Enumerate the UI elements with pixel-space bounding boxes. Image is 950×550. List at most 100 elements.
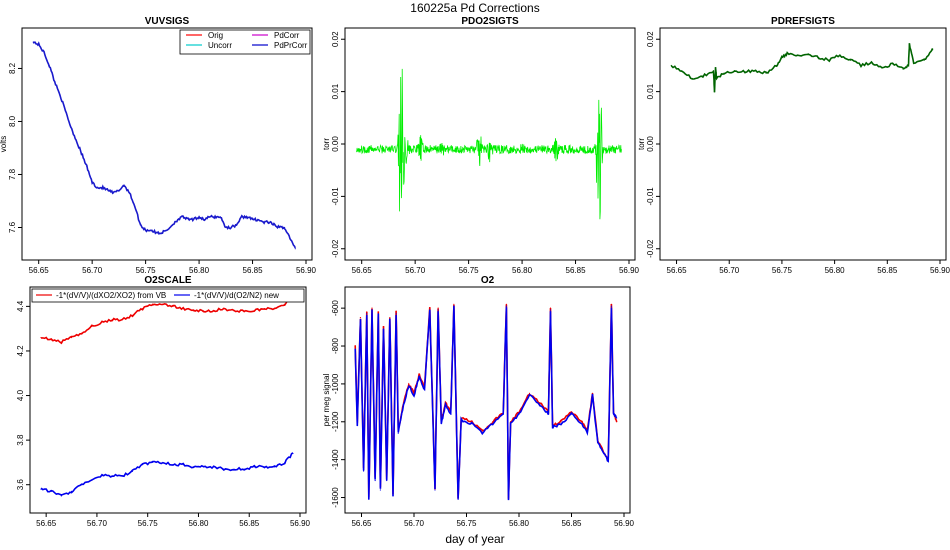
data-point bbox=[849, 59, 852, 61]
y-tick-label: 4.4 bbox=[16, 300, 25, 312]
data-point bbox=[616, 417, 618, 419]
data-point bbox=[602, 451, 604, 453]
data-point bbox=[123, 184, 125, 186]
data-point bbox=[284, 461, 286, 464]
y-tick-label: 0.01 bbox=[331, 83, 340, 99]
data-point bbox=[492, 423, 494, 425]
data-point bbox=[408, 385, 410, 387]
legend-label: -1*(dV/V)/d(O2/N2) new bbox=[194, 291, 279, 300]
data-point bbox=[560, 423, 562, 425]
y-tick-label: 0.00 bbox=[646, 136, 655, 152]
plot-area bbox=[354, 303, 618, 501]
data-point bbox=[552, 426, 554, 429]
data-point bbox=[214, 216, 216, 218]
data-point bbox=[371, 307, 373, 309]
data-point bbox=[437, 309, 439, 311]
data-point bbox=[839, 54, 841, 56]
data-point bbox=[161, 232, 163, 234]
data-point bbox=[177, 218, 179, 221]
data-point bbox=[223, 468, 225, 470]
y-tick-label: -1000 bbox=[331, 373, 340, 394]
data-point bbox=[187, 218, 189, 221]
data-point bbox=[86, 165, 88, 168]
series-line bbox=[670, 43, 934, 93]
legend-label: Orig bbox=[208, 31, 223, 40]
y-tick-label: -0.02 bbox=[646, 239, 655, 258]
data-point bbox=[233, 468, 235, 470]
y-tick-label: -1200 bbox=[331, 411, 340, 432]
data-point bbox=[40, 488, 42, 490]
data-point bbox=[81, 484, 83, 486]
data-point bbox=[202, 466, 205, 468]
legend-label: -1*(dV/V)/(dXO2/XO2) from VB bbox=[56, 291, 166, 300]
data-point bbox=[392, 495, 394, 497]
data-point bbox=[142, 464, 144, 466]
data-point bbox=[581, 423, 583, 425]
series-line bbox=[32, 41, 297, 249]
data-point bbox=[50, 339, 52, 341]
data-point bbox=[429, 307, 431, 309]
y-tick-label: 4.2 bbox=[16, 345, 25, 357]
data-point bbox=[128, 192, 131, 194]
data-point bbox=[155, 232, 157, 234]
data-point bbox=[230, 226, 232, 229]
data-point bbox=[262, 221, 264, 223]
data-point bbox=[32, 41, 34, 43]
data-point bbox=[139, 224, 141, 226]
plot-area bbox=[356, 68, 622, 220]
panel-o2scale: O2SCALE 56.65 56.70 56.75 56.80 56.85 56.90 3.6… bbox=[16, 275, 311, 528]
data-point bbox=[284, 226, 286, 229]
data-point bbox=[723, 72, 725, 74]
data-point bbox=[379, 489, 381, 491]
series-line bbox=[354, 305, 618, 501]
y-tick-label: -0.01 bbox=[646, 187, 655, 206]
x-tick-label: 56.70 bbox=[405, 266, 426, 275]
data-point bbox=[754, 70, 757, 72]
panel-vuvsigs: VUVSIGS 56.65 56.70 56.75 56.80 56.85 56.90 7.6… bbox=[0, 16, 317, 275]
y-tick-label: -1400 bbox=[331, 449, 340, 470]
data-point bbox=[366, 311, 368, 313]
data-point bbox=[202, 310, 205, 312]
data-point bbox=[243, 310, 245, 312]
data-point bbox=[902, 68, 904, 70]
data-point bbox=[294, 248, 296, 250]
data-point bbox=[192, 466, 194, 468]
data-point bbox=[591, 392, 594, 394]
panel-title: PDO2SIGTS bbox=[461, 16, 519, 27]
data-point bbox=[359, 317, 362, 319]
data-point bbox=[714, 67, 717, 69]
y-axis-label: torr bbox=[637, 138, 646, 150]
data-point bbox=[434, 489, 436, 491]
data-point bbox=[776, 64, 778, 67]
y-tick-label: 8.0 bbox=[8, 115, 17, 127]
data-point bbox=[539, 404, 541, 406]
data-point bbox=[712, 70, 715, 72]
figure-xlabel: day of year bbox=[445, 532, 504, 546]
data-point bbox=[597, 442, 599, 444]
data-point bbox=[101, 321, 103, 323]
data-point bbox=[549, 307, 552, 309]
data-point bbox=[377, 313, 379, 315]
data-point bbox=[253, 466, 255, 468]
data-point bbox=[289, 237, 291, 239]
data-point bbox=[91, 479, 93, 481]
y-tick-label: 0.02 bbox=[646, 31, 655, 47]
data-point bbox=[162, 303, 164, 305]
x-tick-label: 56.75 bbox=[772, 266, 793, 275]
x-tick-label: 56.75 bbox=[138, 519, 159, 528]
data-point bbox=[48, 65, 50, 67]
data-point bbox=[182, 464, 184, 466]
data-point bbox=[225, 226, 227, 229]
data-point bbox=[418, 373, 420, 376]
data-point bbox=[278, 226, 280, 229]
data-point bbox=[744, 71, 746, 73]
y-axis-label: volts bbox=[0, 136, 8, 152]
x-tick-label: 56.85 bbox=[243, 266, 264, 275]
data-point bbox=[131, 314, 134, 316]
data-point bbox=[610, 305, 613, 307]
data-point bbox=[457, 498, 459, 501]
data-point bbox=[786, 53, 788, 55]
plot-frame bbox=[344, 286, 631, 514]
panel-pdrefsigts: PDREFSIGTS 56.65 56.70 56.75 56.80 56.85 56.90… bbox=[637, 16, 950, 275]
data-point bbox=[607, 460, 609, 463]
